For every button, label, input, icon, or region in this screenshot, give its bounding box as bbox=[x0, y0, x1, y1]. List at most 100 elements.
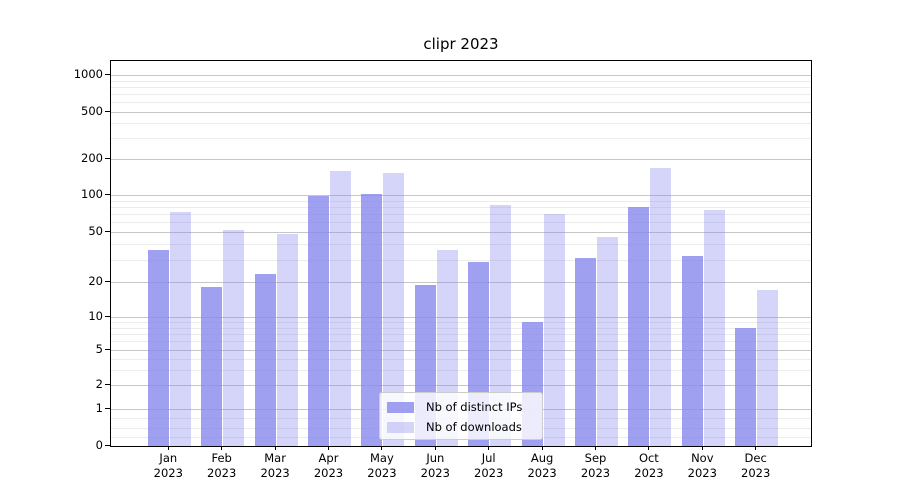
bar-downloads bbox=[490, 204, 512, 446]
y-tick-mark bbox=[105, 384, 110, 385]
legend-swatch-distinct-ips bbox=[387, 401, 414, 413]
x-tick-mark bbox=[541, 446, 543, 450]
major-gridline bbox=[111, 159, 811, 161]
minor-gridline bbox=[111, 222, 811, 224]
bar-distinct-ips bbox=[308, 196, 329, 446]
x-tick-label-year: 2023 bbox=[207, 465, 237, 480]
y-tick-mark bbox=[105, 445, 110, 446]
bar-downloads bbox=[330, 170, 351, 446]
bar-downloads bbox=[383, 173, 405, 446]
x-tick-label-month: Oct bbox=[638, 451, 659, 465]
x-tick-label-month: Apr bbox=[318, 451, 339, 465]
x-tick-mark bbox=[595, 446, 596, 450]
x-tick-label-month: Jun bbox=[426, 451, 445, 465]
x-tick-label: May 2023 bbox=[352, 451, 412, 481]
bar-distinct-ips bbox=[628, 207, 650, 446]
minor-gridline bbox=[111, 138, 811, 140]
x-tick-mark bbox=[328, 446, 329, 450]
y-tick-label: 20 bbox=[88, 274, 103, 288]
bar-downloads bbox=[757, 290, 779, 446]
y-tick-label: 1 bbox=[95, 401, 103, 415]
x-tick-label-month: Jan bbox=[159, 451, 178, 465]
bar-downloads bbox=[650, 168, 672, 446]
x-tick-label-year: 2023 bbox=[313, 465, 344, 480]
minor-gridline bbox=[111, 102, 811, 103]
x-tick-label: Nov 2023 bbox=[672, 451, 732, 481]
minor-gridline bbox=[111, 322, 811, 323]
minor-gridline bbox=[111, 244, 811, 246]
bar-distinct-ips bbox=[681, 256, 703, 446]
x-tick-label-year: 2023 bbox=[741, 465, 771, 480]
y-tick-mark bbox=[105, 158, 110, 160]
y-tick-mark bbox=[105, 349, 110, 350]
x-tick-label: Sep 2023 bbox=[566, 451, 626, 481]
x-tick-label-month: May bbox=[370, 451, 394, 465]
x-tick-label-month: Mar bbox=[264, 451, 286, 465]
x-tick-label-year: 2023 bbox=[153, 465, 183, 480]
legend: Nb of distinct IPs Nb of downloads bbox=[379, 392, 543, 440]
x-tick-mark bbox=[701, 446, 703, 450]
x-tick-label-month: Aug bbox=[530, 451, 554, 465]
y-tick-label: 0 bbox=[95, 438, 103, 452]
x-tick-label: Mar 2023 bbox=[245, 451, 305, 481]
bar-distinct-ips bbox=[201, 287, 223, 446]
minor-gridline bbox=[111, 93, 811, 95]
y-tick-mark bbox=[105, 408, 110, 409]
minor-gridline bbox=[111, 200, 811, 202]
x-tick-label-month: Jul bbox=[481, 451, 496, 465]
major-gridline bbox=[111, 350, 811, 351]
bar-distinct-ips bbox=[575, 258, 596, 446]
bar-distinct-ips bbox=[361, 193, 383, 446]
major-gridline bbox=[111, 232, 811, 233]
x-tick-label: Aug 2023 bbox=[512, 451, 572, 481]
y-tick-label: 100 bbox=[81, 187, 103, 202]
bar-distinct-ips bbox=[254, 274, 276, 446]
x-tick-mark bbox=[648, 446, 650, 450]
minor-gridline bbox=[111, 341, 811, 343]
x-tick-label-year: 2023 bbox=[260, 465, 290, 480]
minor-gridline bbox=[111, 327, 811, 329]
bar-downloads bbox=[169, 212, 191, 446]
x-tick-label: Oct 2023 bbox=[619, 451, 679, 481]
minor-gridline bbox=[111, 334, 811, 335]
x-tick-label: Apr 2023 bbox=[299, 451, 359, 481]
legend-label: Nb of distinct IPs bbox=[426, 400, 523, 414]
y-tick-mark bbox=[105, 110, 110, 112]
y-tick-label: 10 bbox=[88, 309, 103, 323]
bar-downloads bbox=[703, 209, 725, 446]
bar-downloads bbox=[543, 214, 565, 446]
minor-gridline bbox=[111, 214, 811, 216]
x-tick-label-year: 2023 bbox=[634, 465, 664, 480]
minor-gridline bbox=[111, 369, 811, 371]
y-tick-mark bbox=[105, 231, 110, 232]
x-tick-mark bbox=[274, 446, 276, 450]
x-tick-label-year: 2023 bbox=[367, 465, 397, 480]
minor-gridline bbox=[111, 123, 811, 125]
x-tick-mark bbox=[488, 446, 490, 450]
x-tick-label-month: Nov bbox=[691, 451, 714, 465]
bar-downloads bbox=[597, 236, 618, 446]
y-tick-mark bbox=[105, 194, 110, 196]
major-gridline bbox=[111, 195, 811, 197]
legend-item-downloads: Nb of downloads bbox=[380, 417, 542, 437]
x-tick-label-year: 2023 bbox=[527, 465, 557, 480]
x-tick-label: Dec 2023 bbox=[726, 451, 786, 481]
y-tick-mark bbox=[105, 74, 110, 75]
plot-area: Nb of distinct IPs Nb of downloads bbox=[110, 60, 812, 447]
major-gridline bbox=[111, 111, 811, 113]
y-tick-label: 1000 bbox=[73, 67, 103, 81]
x-tick-mark bbox=[434, 446, 436, 450]
major-gridline bbox=[111, 75, 811, 76]
x-tick-label: Feb 2023 bbox=[192, 451, 252, 481]
x-tick-label-year: 2023 bbox=[580, 465, 611, 480]
minor-gridline bbox=[111, 86, 811, 88]
chart-title: clipr 2023 bbox=[423, 35, 499, 53]
minor-gridline bbox=[111, 207, 811, 209]
x-tick-label-year: 2023 bbox=[687, 465, 717, 480]
x-tick-mark bbox=[381, 446, 383, 450]
minor-gridline bbox=[111, 259, 811, 261]
x-tick-label-year: 2023 bbox=[474, 465, 504, 480]
y-tick-label: 50 bbox=[88, 224, 103, 238]
legend-label: Nb of downloads bbox=[426, 420, 522, 434]
